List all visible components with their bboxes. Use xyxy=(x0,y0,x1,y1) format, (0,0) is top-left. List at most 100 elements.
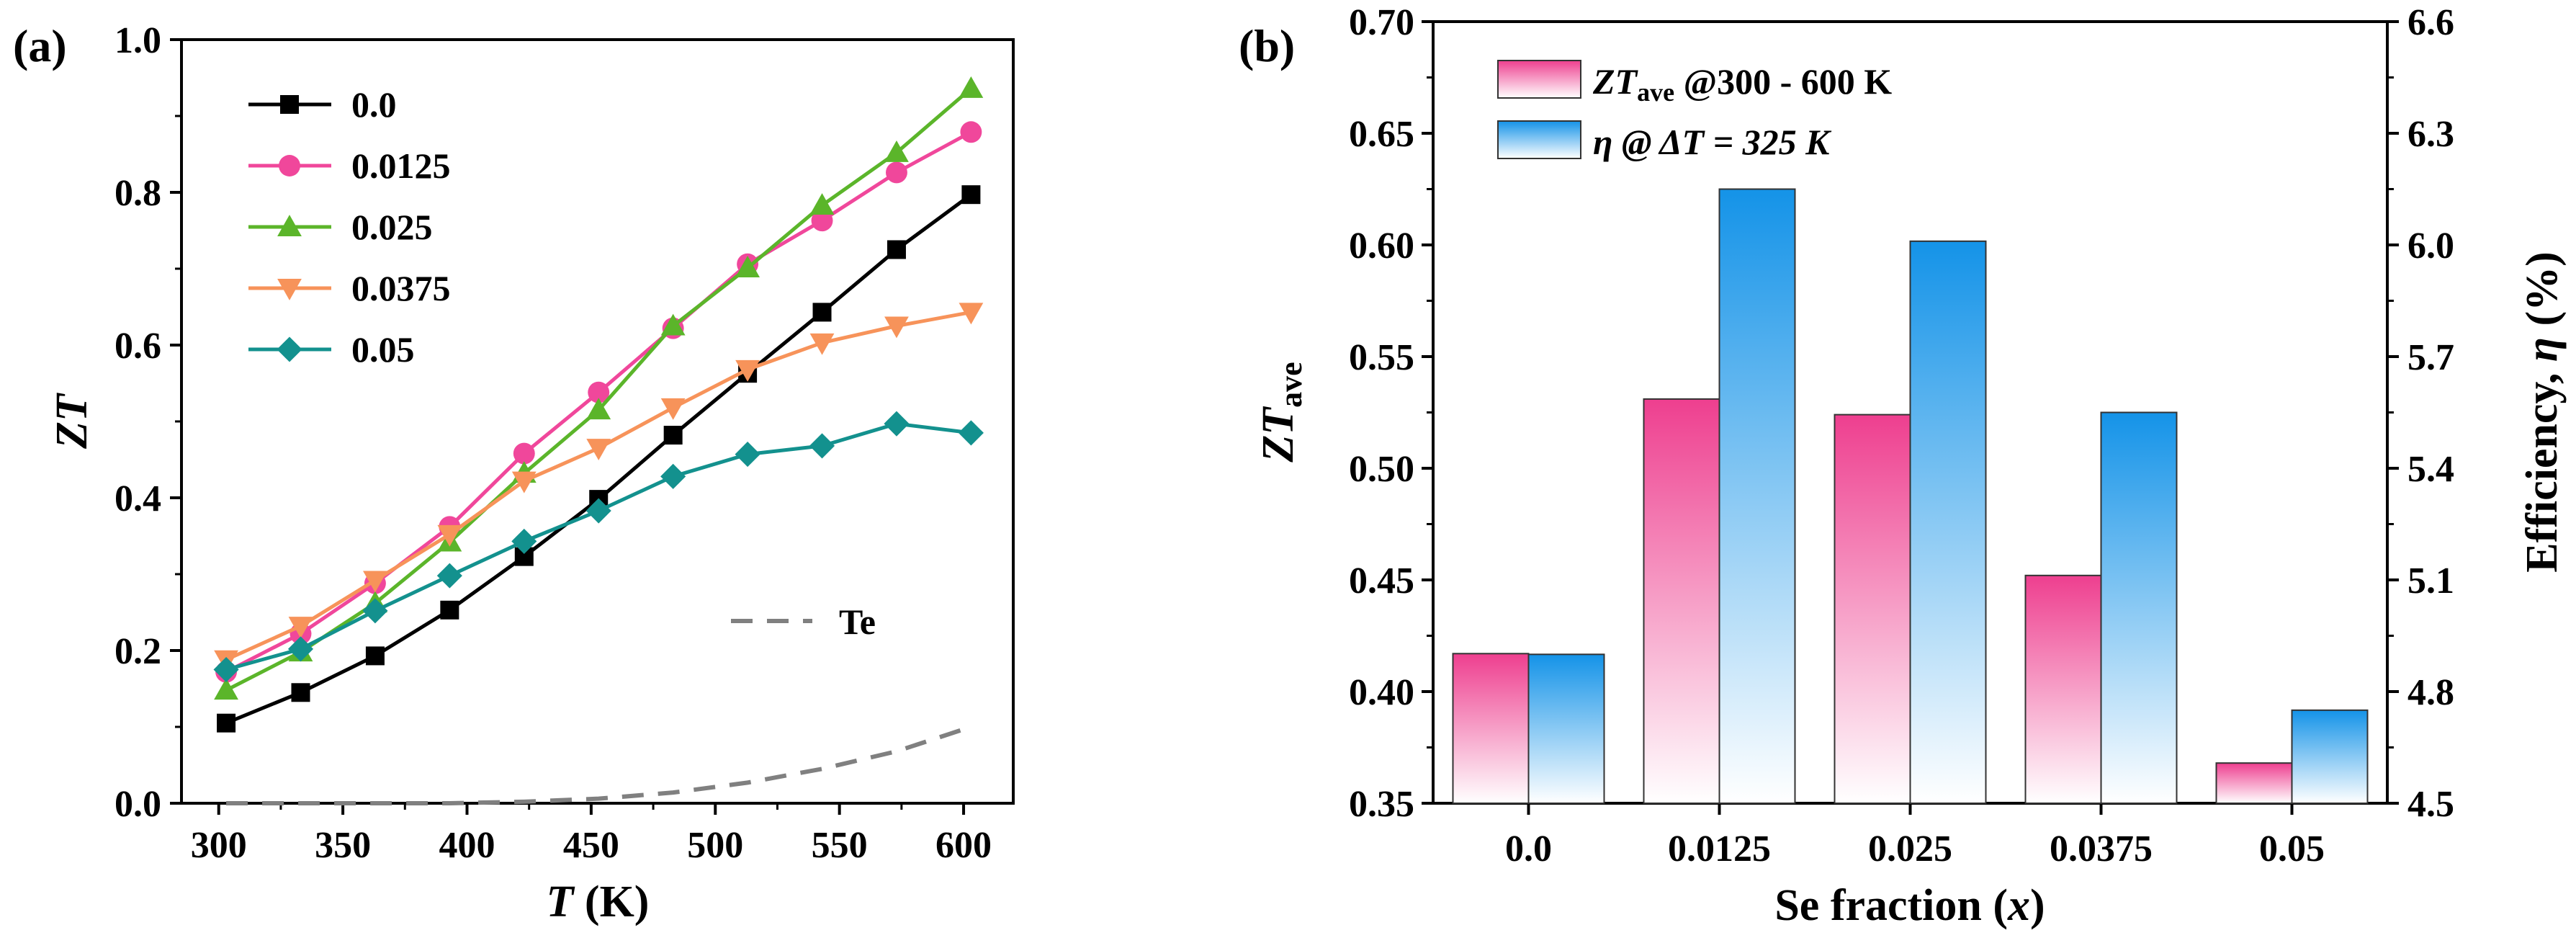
data-point-0.0 xyxy=(440,600,459,620)
data-point-0.025 xyxy=(214,678,238,700)
y-right-tick-label-b: 5.7 xyxy=(2407,337,2454,378)
x-tick-label-a: 400 xyxy=(439,825,495,866)
y-right-tick-label-b: 4.5 xyxy=(2407,784,2454,825)
y-tick-label-b: 0.40 xyxy=(1349,672,1414,713)
legend-marker-0.025 xyxy=(277,215,302,236)
data-point-0.025 xyxy=(586,398,611,420)
y-tick-label-a: 1.0 xyxy=(115,20,161,61)
x-axis-label-b: Se fraction (x) xyxy=(1774,881,2045,930)
legend-marker-0.0375 xyxy=(277,279,302,300)
legend-label-0.0: 0.0 xyxy=(351,84,397,125)
data-point-0.05 xyxy=(958,420,984,446)
bar-efficiency-0.0375 xyxy=(2100,411,2178,804)
data-point-0.0 xyxy=(961,185,981,205)
zt-ave-efficiency-bar-chart: (b) 0.35 0.40 0.45 0.50 0.55 0.60 0.65 0.70 4.5 4… xyxy=(1239,2,2567,930)
y-tick-label-a: 0.4 xyxy=(115,478,161,519)
x-tick-label-a: 500 xyxy=(687,825,743,866)
y-tick-label-b: 0.55 xyxy=(1349,337,1414,378)
data-point-0.0375 xyxy=(809,333,835,355)
data-point-0.05 xyxy=(660,463,686,489)
data-point-0.05 xyxy=(436,563,462,589)
bar-efficiency-0.05 xyxy=(2291,709,2369,804)
y-right-tick-label-b: 5.1 xyxy=(2407,560,2454,602)
data-point-0.0125 xyxy=(811,210,833,232)
legend-label-0: ZTave @300 - 600 K xyxy=(1592,61,1892,107)
series-line-Te xyxy=(226,725,972,805)
legend-swatch-0 xyxy=(1497,60,1581,99)
data-point-0.025 xyxy=(735,256,760,277)
x-tick-label-b: 0.0 xyxy=(1505,828,1552,870)
data-point-0.0125 xyxy=(513,442,535,465)
data-point-0.025 xyxy=(660,313,686,336)
legend-marker-0.0 xyxy=(280,95,299,114)
data-point-0.0 xyxy=(812,303,832,322)
data-point-0.0375 xyxy=(735,359,760,382)
bar-efficiency-0.0125 xyxy=(1718,188,1796,804)
data-point-0.0375 xyxy=(586,439,611,460)
y-tick-label-a: 0.2 xyxy=(115,631,161,672)
data-point-0.05 xyxy=(511,528,537,554)
panel-a-label: (a) xyxy=(13,20,67,71)
legend-marker-0.0125 xyxy=(279,155,300,176)
data-point-0.0 xyxy=(217,713,236,733)
x-tick-label-b: 0.0375 xyxy=(2050,828,2153,870)
y-tick-label-b: 0.60 xyxy=(1349,225,1414,267)
data-point-0.0375 xyxy=(288,617,313,638)
data-point-0.0125 xyxy=(960,121,982,143)
data-point-0.0375 xyxy=(511,471,537,493)
data-point-0.0 xyxy=(291,683,310,702)
y-axis-label-a: ZT xyxy=(48,393,97,450)
data-point-0.0375 xyxy=(959,303,984,325)
y-tick-label-a: 0.6 xyxy=(115,326,161,367)
data-point-0.025 xyxy=(884,140,909,162)
y-tick-label-b: 0.45 xyxy=(1349,560,1414,602)
data-point-0.0125 xyxy=(588,381,610,403)
series-Te xyxy=(226,725,972,805)
data-point-0.05 xyxy=(287,636,314,662)
y-axis-right-label-b: Efficiency, η (%) xyxy=(2518,251,2567,573)
x-tick-label-a: 550 xyxy=(812,825,868,866)
data-point-0.025 xyxy=(809,193,835,215)
data-point-0.05 xyxy=(809,433,835,459)
data-point-0.025 xyxy=(959,76,984,98)
x-axis-label-a: T (K) xyxy=(547,877,650,926)
y-right-tick-label-b: 4.8 xyxy=(2407,672,2454,713)
bar-efficiency-0.0 xyxy=(1527,653,1605,804)
x-tick-label-b: 0.0125 xyxy=(1668,828,1771,870)
y-tick-label-b: 0.35 xyxy=(1349,784,1414,825)
data-point-0.0375 xyxy=(884,316,909,339)
zt-vs-temperature-chart: (a) 300 350 400 450 500 550 600 0.0 0.2 0.4 0.6 0.8… xyxy=(13,20,1015,926)
y-tick-label-b: 0.70 xyxy=(1349,2,1414,43)
x-tick-label-a: 450 xyxy=(563,825,619,866)
y-tick-label-b: 0.50 xyxy=(1349,449,1414,490)
data-point-0.0375 xyxy=(660,398,686,420)
series-0.05 xyxy=(213,411,984,683)
x-tick-label-b: 0.025 xyxy=(1868,828,1952,870)
y-tick-label-a: 0.8 xyxy=(115,173,161,214)
bar-efficiency-0.025 xyxy=(1909,240,1987,805)
legend-label-0.0125: 0.0125 xyxy=(351,146,451,186)
y-right-tick-label-b: 6.3 xyxy=(2407,114,2454,155)
y-tick-label-b: 0.65 xyxy=(1349,114,1414,155)
panel-b-label: (b) xyxy=(1239,20,1295,71)
y-axis-label-b: ZTave xyxy=(1254,362,1309,462)
data-point-0.05 xyxy=(735,442,760,468)
data-point-0.0 xyxy=(663,426,683,445)
legend-label-Te: Te xyxy=(839,602,876,642)
y-tick-label-a: 0.0 xyxy=(115,784,161,825)
bar-zt-ave-0.0 xyxy=(1452,653,1530,804)
data-point-0.0 xyxy=(887,240,906,259)
y-right-tick-label-b: 6.0 xyxy=(2407,225,2454,267)
data-point-0.05 xyxy=(362,598,388,624)
legend-label-0.025: 0.025 xyxy=(351,207,433,247)
x-tick-label-b: 0.05 xyxy=(2259,828,2325,870)
bar-zt-ave-0.0375 xyxy=(2024,574,2102,804)
data-point-0.0 xyxy=(365,646,385,666)
data-point-0.0125 xyxy=(886,161,907,184)
x-tick-label-a: 600 xyxy=(935,825,992,866)
legend-label-1: η @ ΔT = 325 K xyxy=(1593,122,1832,162)
data-point-0.0375 xyxy=(363,571,387,593)
data-point-0.05 xyxy=(213,656,239,683)
legend-swatch-1 xyxy=(1497,120,1581,159)
